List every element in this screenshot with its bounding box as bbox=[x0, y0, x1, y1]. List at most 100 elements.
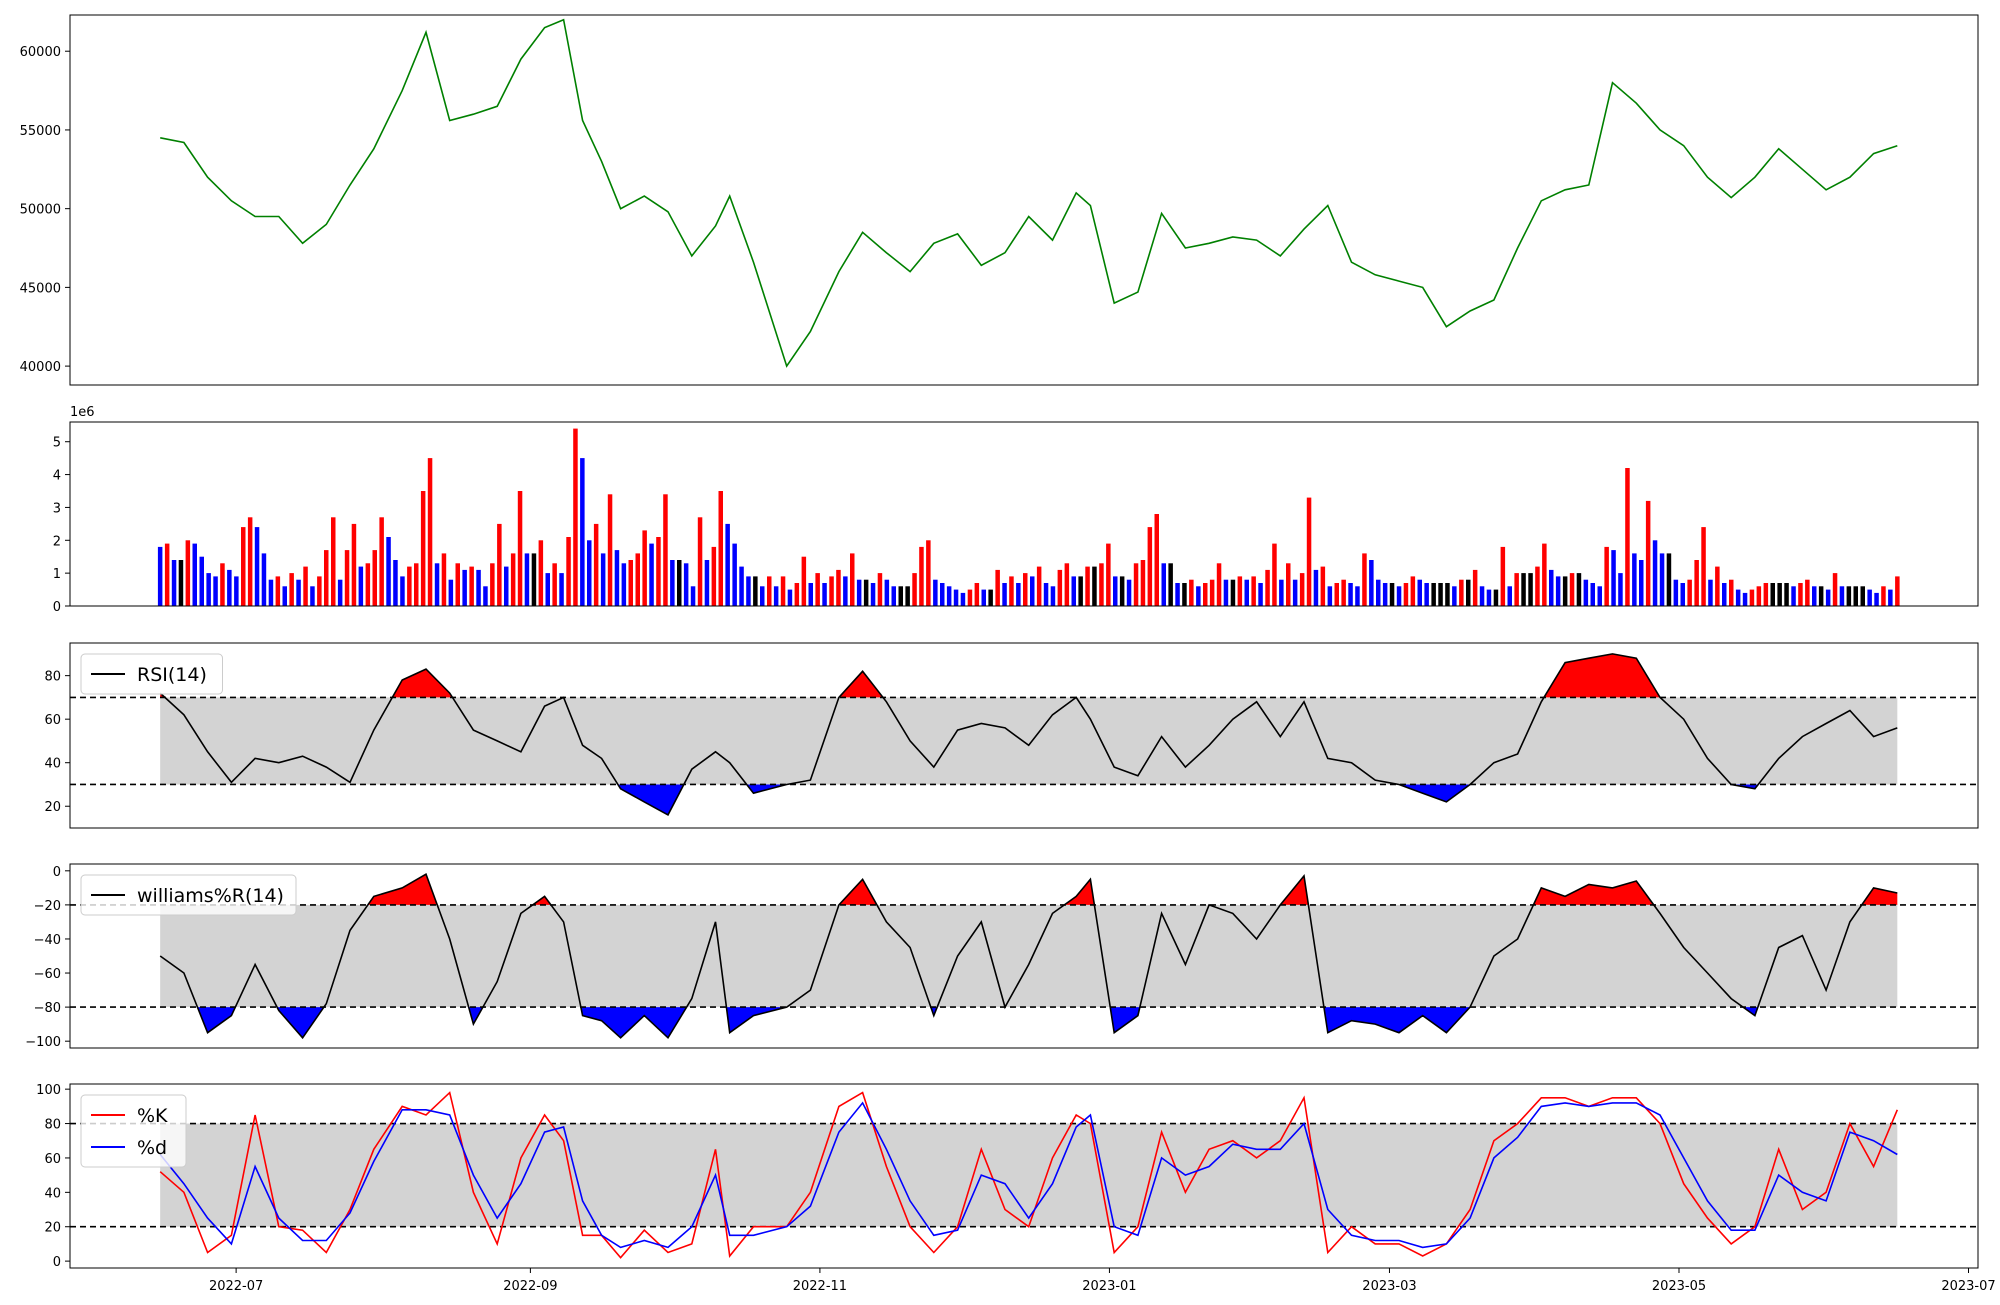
volume-bar bbox=[296, 579, 301, 606]
volume-bar bbox=[483, 586, 488, 606]
volume-bar bbox=[718, 491, 723, 606]
volume-bar bbox=[420, 491, 426, 606]
volume-bar bbox=[746, 576, 751, 606]
volume-ytick-label: 0 bbox=[53, 600, 61, 615]
williams-legend-box bbox=[80, 874, 297, 916]
volume-bar bbox=[1043, 583, 1049, 606]
volume-bar bbox=[1639, 560, 1644, 606]
volume-bar bbox=[1735, 589, 1741, 606]
volume-bar bbox=[1382, 583, 1388, 606]
williams-legend-label: williams%R(14) bbox=[137, 885, 284, 907]
volume-bar bbox=[1846, 586, 1852, 606]
volume-bar bbox=[1313, 569, 1319, 606]
volume-bar bbox=[317, 576, 322, 606]
volume-ytick-label: 3 bbox=[53, 501, 61, 516]
volume-bar bbox=[1410, 576, 1416, 606]
volume-bar bbox=[1023, 573, 1028, 606]
volume-bar bbox=[1223, 579, 1229, 606]
volume-bar bbox=[877, 573, 883, 606]
volume-bar bbox=[780, 576, 786, 606]
williams-band-fill bbox=[160, 904, 1898, 1008]
volume-bar bbox=[303, 566, 308, 606]
volume-bar bbox=[829, 576, 834, 606]
williams-overbought-fill bbox=[838, 879, 877, 905]
williams-overbought-fill bbox=[1533, 881, 1654, 905]
volume-bar bbox=[199, 556, 204, 606]
volume-bar bbox=[220, 563, 225, 606]
volume-bar bbox=[1507, 586, 1512, 606]
volume-bar bbox=[1645, 500, 1651, 606]
volume-bar bbox=[1203, 583, 1208, 606]
volume-bar bbox=[1576, 573, 1582, 606]
volume-bar bbox=[587, 540, 592, 606]
volume-bar bbox=[1438, 583, 1443, 606]
volume-bar bbox=[1299, 573, 1305, 606]
volume-bar bbox=[1292, 579, 1298, 606]
volume-bar bbox=[234, 576, 239, 606]
volume-bar bbox=[1306, 497, 1312, 606]
volume-bar bbox=[462, 569, 467, 606]
rsi-ytick-label: 40 bbox=[44, 757, 61, 772]
x-tick-label: 2022-11 bbox=[793, 1279, 847, 1294]
volume-bar bbox=[400, 576, 405, 606]
volume-bar bbox=[1417, 579, 1422, 606]
volume-bar bbox=[1652, 540, 1658, 606]
volume-bar bbox=[815, 573, 820, 606]
volume-bar bbox=[663, 494, 668, 606]
volume-bar bbox=[808, 583, 813, 606]
volume-bar bbox=[538, 540, 544, 606]
volume-bar bbox=[683, 563, 689, 606]
volume-bar bbox=[1161, 563, 1166, 606]
williams-ytick-label: −100 bbox=[25, 1035, 61, 1050]
volume-bar bbox=[241, 527, 246, 606]
x-tick-label: 2022-09 bbox=[503, 1279, 557, 1294]
volume-bar bbox=[1334, 583, 1339, 606]
volume-bar bbox=[386, 537, 391, 606]
volume-bar bbox=[1812, 586, 1817, 606]
volume-bar bbox=[1389, 583, 1395, 606]
x-tick-label: 2023-07 bbox=[1941, 1279, 1995, 1294]
rsi-band-fill bbox=[160, 697, 1898, 785]
volume-bar bbox=[580, 458, 585, 606]
rsi-oversold-fill bbox=[617, 784, 684, 815]
rsi-overbought-fill bbox=[838, 671, 883, 698]
volume-bar bbox=[690, 586, 696, 606]
volume-bar bbox=[566, 537, 571, 606]
volume-bar bbox=[1119, 576, 1125, 606]
volume-bar bbox=[1569, 573, 1575, 606]
volume-bar bbox=[1106, 543, 1111, 606]
volume-bar bbox=[552, 563, 557, 606]
volume-bar bbox=[1036, 566, 1042, 606]
volume-bar bbox=[677, 560, 682, 606]
volume-bar bbox=[1175, 583, 1180, 606]
volume-bar bbox=[1659, 553, 1665, 606]
volume-bar bbox=[455, 563, 460, 606]
volume-bar bbox=[600, 553, 606, 606]
volume-bar bbox=[268, 579, 274, 606]
volume-bar bbox=[1237, 576, 1243, 606]
volume-bar bbox=[1092, 566, 1097, 606]
volume-bar bbox=[725, 523, 730, 606]
volume-bar bbox=[1590, 583, 1595, 606]
stochastic-ytick-label: 100 bbox=[36, 1083, 61, 1098]
volume-bar bbox=[1424, 583, 1429, 606]
volume-ytick-label: 4 bbox=[53, 469, 61, 484]
volume-bar bbox=[510, 553, 516, 606]
volume-bar bbox=[434, 563, 440, 606]
williams-overbought-fill bbox=[532, 896, 551, 905]
williams-oversold-fill bbox=[726, 1007, 787, 1033]
volume-bar bbox=[1099, 563, 1104, 606]
volume-bar bbox=[1528, 573, 1533, 606]
volume-bar bbox=[1673, 579, 1679, 606]
volume-bar bbox=[1009, 576, 1014, 606]
volume-bar bbox=[559, 573, 564, 606]
volume-bar bbox=[1611, 550, 1616, 606]
williams-ytick-label: 0 bbox=[53, 865, 61, 880]
volume-bar bbox=[379, 517, 384, 606]
volume-bar bbox=[1265, 569, 1270, 606]
volume-bar bbox=[310, 586, 315, 606]
volume-bar bbox=[898, 586, 903, 606]
stochastic-ytick-label: 80 bbox=[44, 1118, 61, 1133]
volume-bar bbox=[926, 540, 931, 606]
